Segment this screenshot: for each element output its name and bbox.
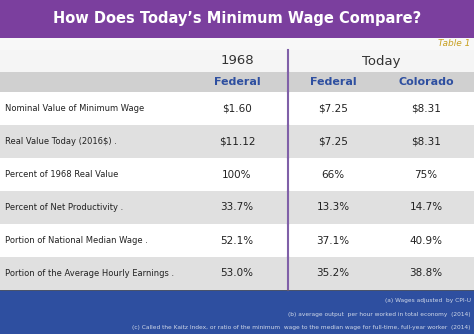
Bar (0, 158, 474, 191)
Text: Percent of Net Productivity .: Percent of Net Productivity . (5, 203, 123, 212)
Bar (0, 125, 474, 158)
Text: Portion of the Average Hourly Earnings .: Portion of the Average Hourly Earnings . (5, 269, 174, 278)
Bar (0, 38, 474, 50)
Text: (b) average output  per hour worked in total economy  (2014): (b) average output per hour worked in to… (288, 312, 471, 317)
Text: 14.7%: 14.7% (410, 202, 443, 212)
Text: 37.1%: 37.1% (317, 235, 349, 245)
Text: Nominal Value of Minimum Wage: Nominal Value of Minimum Wage (5, 104, 144, 113)
Bar (0, 72, 474, 92)
Bar (0, 92, 474, 125)
Text: Federal: Federal (310, 77, 356, 87)
Text: 66%: 66% (321, 169, 345, 179)
Text: Federal: Federal (214, 77, 260, 87)
Text: 1968: 1968 (220, 54, 254, 67)
Text: $1.60: $1.60 (222, 104, 252, 114)
Text: (a) Wages adjusted  by CPI-U: (a) Wages adjusted by CPI-U (385, 298, 471, 303)
Text: 35.2%: 35.2% (317, 269, 349, 279)
Text: 40.9%: 40.9% (410, 235, 443, 245)
Text: 53.0%: 53.0% (220, 269, 254, 279)
Text: $8.31: $8.31 (411, 137, 441, 147)
Text: 75%: 75% (414, 169, 438, 179)
Text: $11.12: $11.12 (219, 137, 255, 147)
Text: Colorado: Colorado (398, 77, 454, 87)
Text: $7.25: $7.25 (318, 104, 348, 114)
Bar (0, 0, 474, 38)
Text: 38.8%: 38.8% (410, 269, 443, 279)
Bar (0, 290, 474, 334)
Text: (c) Called the Kaitz Index, or ratio of the minimum  wage to the median wage for: (c) Called the Kaitz Index, or ratio of … (133, 325, 471, 330)
Text: Portion of National Median Wage .: Portion of National Median Wage . (5, 236, 148, 245)
Text: Today: Today (362, 54, 400, 67)
Bar (0, 257, 474, 290)
Bar (0, 50, 474, 72)
Text: Percent of 1968 Real Value: Percent of 1968 Real Value (5, 170, 118, 179)
Text: How Does Today’s Minimum Wage Compare?: How Does Today’s Minimum Wage Compare? (53, 11, 421, 26)
Text: Real Value Today (2016$) .: Real Value Today (2016$) . (5, 137, 117, 146)
Text: 52.1%: 52.1% (220, 235, 254, 245)
Bar (0, 224, 474, 257)
Text: $7.25: $7.25 (318, 137, 348, 147)
Text: 33.7%: 33.7% (220, 202, 254, 212)
Bar (0, 191, 474, 224)
Text: 100%: 100% (222, 169, 252, 179)
Text: $8.31: $8.31 (411, 104, 441, 114)
Text: 13.3%: 13.3% (317, 202, 349, 212)
Text: Table 1: Table 1 (438, 39, 470, 48)
